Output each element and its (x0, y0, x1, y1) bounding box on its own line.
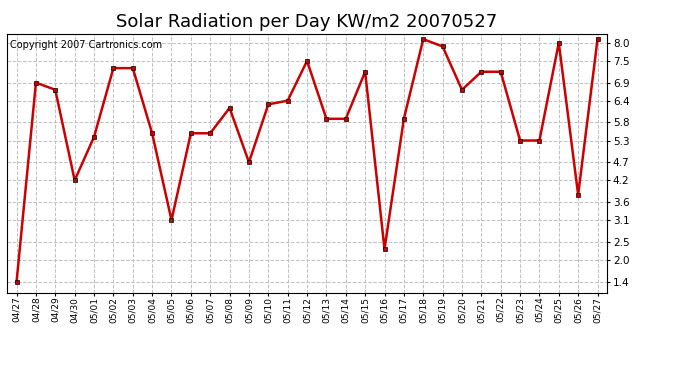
Title: Solar Radiation per Day KW/m2 20070527: Solar Radiation per Day KW/m2 20070527 (117, 13, 497, 31)
Text: Copyright 2007 Cartronics.com: Copyright 2007 Cartronics.com (10, 40, 162, 50)
